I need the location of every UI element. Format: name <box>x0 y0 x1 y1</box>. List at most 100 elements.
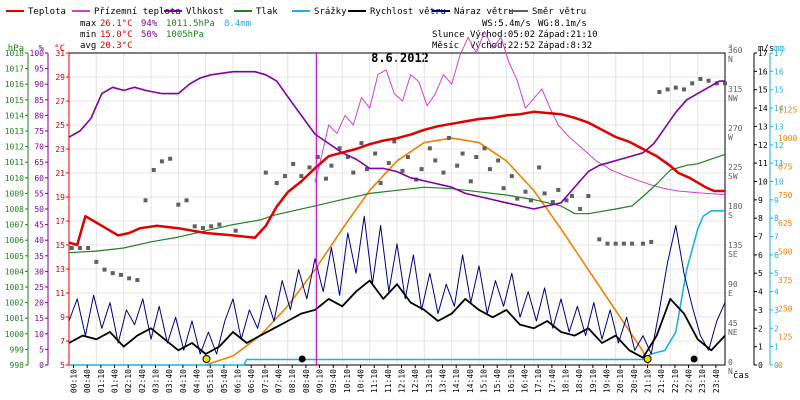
stats-avg-label: avg <box>80 41 96 51</box>
pressure-tick-label: 1014 <box>5 111 24 120</box>
wind-direction-point <box>127 276 132 281</box>
x-tick-label: 17:10 <box>534 369 543 393</box>
sun-marker <box>202 355 211 363</box>
direction-tick-deg: 45 <box>728 319 738 328</box>
direction-tick-dir: NE <box>728 328 738 337</box>
series-line-slune-n-z-en- <box>205 137 650 366</box>
direction-tick-deg: 225 <box>728 163 743 172</box>
series-line-teplota <box>68 110 725 247</box>
temperature-tick-label: 11 <box>55 289 65 298</box>
wind-direction-point <box>345 155 350 159</box>
x-tick-label: 06:40 <box>247 369 256 393</box>
wind-direction-point <box>135 278 140 283</box>
solar-tick-label: 500 <box>778 248 793 257</box>
wind-direction-point <box>86 246 91 250</box>
wind-direction-point <box>550 200 555 205</box>
x-tick-label: 19:10 <box>589 369 598 393</box>
temperature-tick-label: 5 <box>60 361 65 370</box>
wind-direction-point <box>386 161 391 166</box>
x-tick-label: 05:10 <box>206 369 215 393</box>
rain-tick-label: 1 <box>774 343 779 352</box>
humidity-tick-label: 35 <box>34 252 44 261</box>
temperature-tick-label: 29 <box>55 73 65 82</box>
x-tick-label: 11:40 <box>384 369 393 393</box>
x-tick-label: 03:40 <box>165 369 174 393</box>
humidity-tick-label: 5 <box>39 345 44 354</box>
series-line-n-raz-v-tru <box>68 215 726 355</box>
sun-label: Slunce <box>432 30 465 40</box>
x-tick-label: 00:10 <box>70 369 79 393</box>
pressure-tick-label: 1016 <box>5 80 24 89</box>
wind-speed-tick-label: 5 <box>758 269 763 278</box>
x-tick-label: 02:10 <box>124 369 133 393</box>
wind-speed-tick-label: 0 <box>758 361 763 370</box>
temperature-tick-label: 27 <box>55 97 65 106</box>
wind-direction-point <box>690 81 695 86</box>
humidity-tick-label: 55 <box>34 189 44 198</box>
x-tick-label: 18:10 <box>562 369 571 393</box>
humidity-tick-label: 15 <box>34 314 44 323</box>
wind-direction-point <box>94 259 99 264</box>
stats-max-press: 1011.5hPa <box>166 19 215 29</box>
legend-label: Vlhkost <box>186 7 224 17</box>
wind-direction-point <box>200 226 205 231</box>
wind-speed-info: WS:5.4m/s <box>482 19 531 29</box>
pressure-tick-label: 1010 <box>5 174 24 183</box>
x-tick-label: 09:40 <box>329 369 338 393</box>
rain-tick-label: 4 <box>774 288 779 297</box>
wind-direction-point <box>698 77 703 81</box>
stats-max-hum: 94% <box>141 19 158 29</box>
legend-label: Náraz větru <box>454 7 514 17</box>
x-tick-label: 16:40 <box>521 369 530 393</box>
legend-label: Přízemní teplota <box>94 7 181 17</box>
rain-tick-label: 15 <box>774 86 784 95</box>
wind-direction-point <box>556 187 561 192</box>
pressure-tick-label: 1005 <box>5 252 24 261</box>
wind-direction-point <box>405 155 410 159</box>
humidity-tick-label: 50 <box>34 205 44 214</box>
rain-tick-label: 6 <box>774 251 779 260</box>
wind-speed-tick-label: 17 <box>758 49 768 58</box>
x-tick-label: 09:10 <box>316 369 325 393</box>
humidity-tick-label: 40 <box>34 236 44 245</box>
wind-direction-point <box>209 224 214 229</box>
x-tick-label: 10:40 <box>357 369 366 393</box>
wind-speed-tick-label: 10 <box>758 177 768 186</box>
rain-tick-label: 2 <box>774 324 779 333</box>
series-layer <box>68 30 727 366</box>
direction-tick-dir: S <box>728 211 733 220</box>
rain-tick-label: 13 <box>774 122 784 131</box>
wind-direction-point <box>641 241 645 246</box>
solar-tick-label: 875 <box>778 162 793 171</box>
humidity-tick-label: 90 <box>34 80 44 89</box>
moon-marker <box>298 355 306 363</box>
pressure-tick-label: 1017 <box>5 65 24 74</box>
x-tick-label: 13:40 <box>439 369 448 393</box>
stats-min-temp: 15.0°C <box>100 30 133 40</box>
wind-speed-tick-label: 13 <box>758 122 768 131</box>
humidity-tick-label: 30 <box>34 267 44 276</box>
wind-direction-point <box>569 194 574 198</box>
temperature-tick-label: 19 <box>55 193 65 202</box>
x-tick-label: 18:40 <box>575 369 584 393</box>
series-line-sr-ky <box>69 210 725 366</box>
solar-tick-label: 375 <box>778 276 793 285</box>
moon-rise: Východ:22:52 <box>470 41 535 51</box>
solar-tick-label: 250 <box>778 304 793 313</box>
solar-tick-label: 1125 <box>778 106 797 115</box>
stats-max-label: max <box>80 19 97 29</box>
moon-marker <box>690 355 698 363</box>
wind-speed-unit-label: m/s <box>758 44 774 54</box>
pressure-unit-label: hPa <box>8 44 24 54</box>
astro-block: WS:5.4m/s WG:8.1m/s Slunce Východ:05:02 … <box>432 19 598 51</box>
rain-tick-label: 14 <box>774 104 784 113</box>
pressure-tick-label: 1018 <box>5 49 24 58</box>
x-tick-label: 23:40 <box>712 369 721 393</box>
x-tick-label: 16:10 <box>507 369 516 393</box>
wind-direction-point <box>299 174 304 179</box>
x-tick-label: 17:40 <box>548 369 557 393</box>
wind-direction-point <box>217 222 222 227</box>
series-line-vlhkost <box>68 70 725 210</box>
wind-direction-point <box>605 241 610 246</box>
